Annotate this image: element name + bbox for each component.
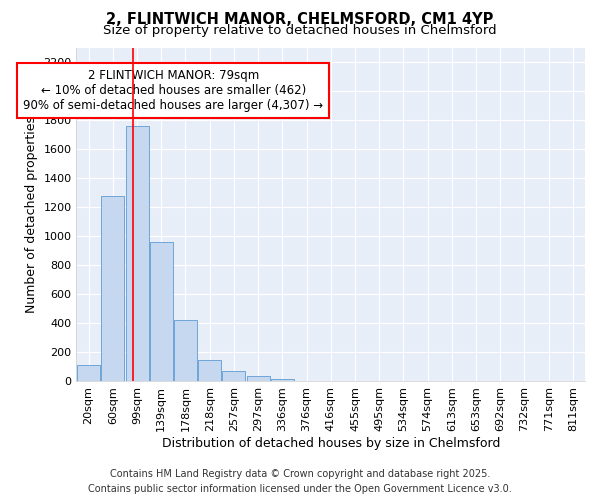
Y-axis label: Number of detached properties: Number of detached properties: [25, 116, 38, 313]
X-axis label: Distribution of detached houses by size in Chelmsford: Distribution of detached houses by size …: [161, 437, 500, 450]
Bar: [271, 378, 294, 382]
Text: 2, FLINTWICH MANOR, CHELMSFORD, CM1 4YP: 2, FLINTWICH MANOR, CHELMSFORD, CM1 4YP: [106, 12, 494, 28]
Bar: [174, 320, 197, 382]
Bar: [198, 360, 221, 382]
Text: Contains HM Land Registry data © Crown copyright and database right 2025.
Contai: Contains HM Land Registry data © Crown c…: [88, 469, 512, 494]
Bar: [150, 242, 173, 382]
Bar: [247, 376, 269, 382]
Text: 2 FLINTWICH MANOR: 79sqm
← 10% of detached houses are smaller (462)
90% of semi-: 2 FLINTWICH MANOR: 79sqm ← 10% of detach…: [23, 70, 323, 112]
Bar: [223, 370, 245, 382]
Bar: [125, 126, 149, 382]
Bar: [101, 196, 124, 382]
Bar: [77, 365, 100, 382]
Text: Size of property relative to detached houses in Chelmsford: Size of property relative to detached ho…: [103, 24, 497, 37]
